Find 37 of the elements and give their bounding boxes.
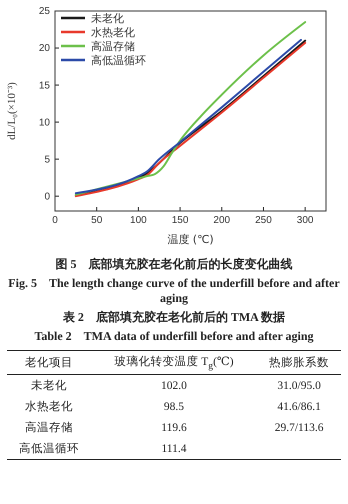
x-tick-label: 250 (255, 215, 272, 226)
y-tick-label: 15 (38, 80, 50, 92)
x-tick-label: 100 (130, 215, 148, 226)
legend-label: 水热老化 (91, 26, 135, 39)
x-tick-label: 200 (213, 215, 231, 226)
y-tick-label: 25 (38, 6, 50, 18)
x-tick-label: 300 (296, 215, 314, 226)
y-tick-label: 5 (44, 154, 50, 166)
text: 119.6 (160, 420, 188, 436)
legend-label: 未老化 (91, 12, 124, 25)
legend-label: 高温存储 (91, 40, 135, 53)
caption: Fig. 5 The length change curve of the underfill before and after aging (7, 276, 341, 306)
text: 高温存储 (24, 420, 74, 436)
y-axis-title: dL/L₀(×10⁻³) (6, 82, 18, 140)
x-tick-label: 50 (91, 215, 103, 226)
y-tick-label: 20 (38, 43, 50, 54)
text: 102.0 (160, 378, 188, 394)
text: 玻璃化转变温度 T$_{g}$(℃) (90, 350, 258, 375)
x-axis-title: 温度 (℃) (167, 233, 214, 246)
legend-label: 高低温循环 (91, 54, 146, 67)
text: 表 2 底部填充胶在老化前后的 TMA 数据 (62, 310, 286, 325)
text: 41.6/86.1 (276, 400, 322, 415)
text: 水热老化 (24, 400, 74, 416)
text: 111.4 (90, 438, 258, 460)
text: 31.0/95.0 (276, 378, 322, 394)
text: 高低温循环 (7, 438, 91, 460)
y-tick-label: 10 (38, 117, 50, 128)
caption: 图 5 底部填充胶在老化前后的长度变化曲线 (54, 257, 294, 272)
text: 未老化 (30, 378, 68, 394)
text: 98.5 (162, 400, 186, 415)
caption: Table 2 TMA data of underfill before and after aging (33, 329, 315, 344)
x-tick-label: 0 (52, 215, 58, 226)
text: 老化项目 (7, 350, 91, 375)
text: 热膨胀系数 (257, 350, 341, 375)
text: 29.7/113.6 (274, 420, 324, 436)
y-tick-label: 0 (44, 191, 50, 202)
x-tick-label: 150 (172, 215, 189, 226)
